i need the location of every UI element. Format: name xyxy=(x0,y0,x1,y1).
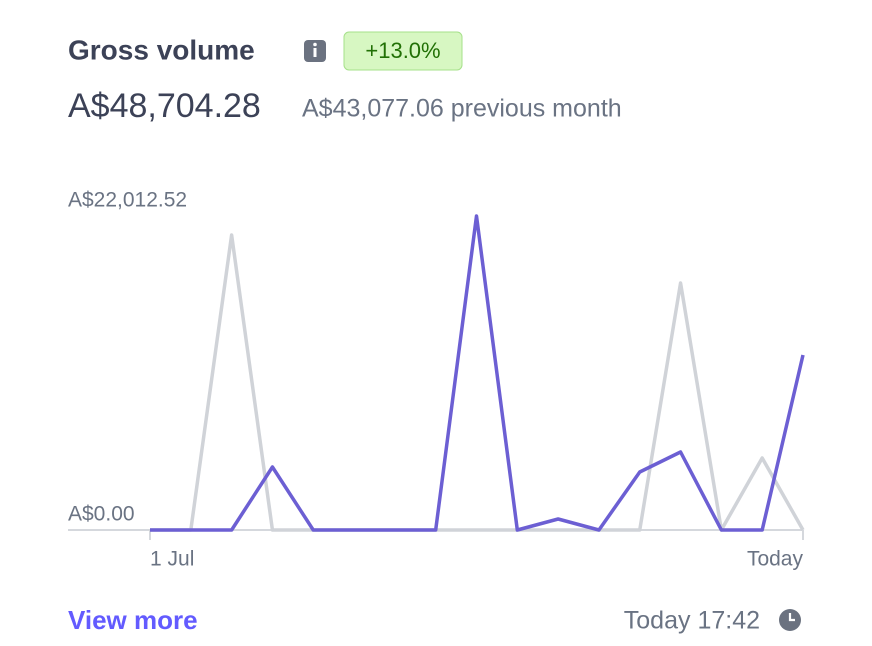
x-tick-label: 1 Jul xyxy=(150,548,194,571)
series-line xyxy=(150,233,805,532)
view-more-link[interactable]: View more xyxy=(68,605,198,635)
badge-text: +13.0% xyxy=(365,38,440,63)
amount: A$48,704.28 xyxy=(68,87,261,125)
y-tick-label: A$22,012.52 xyxy=(68,189,187,212)
previous-amount: A$43,077.06 previous month xyxy=(302,95,622,123)
updated-time: Today 17:42 xyxy=(624,607,760,635)
info-icon[interactable] xyxy=(304,40,326,62)
clock-icon xyxy=(779,609,801,631)
title: Gross volume xyxy=(68,34,255,65)
x-tick-label: Today xyxy=(747,548,804,571)
series-line xyxy=(150,214,805,532)
y-tick-label: A$0.00 xyxy=(68,503,135,526)
badge xyxy=(343,31,463,71)
